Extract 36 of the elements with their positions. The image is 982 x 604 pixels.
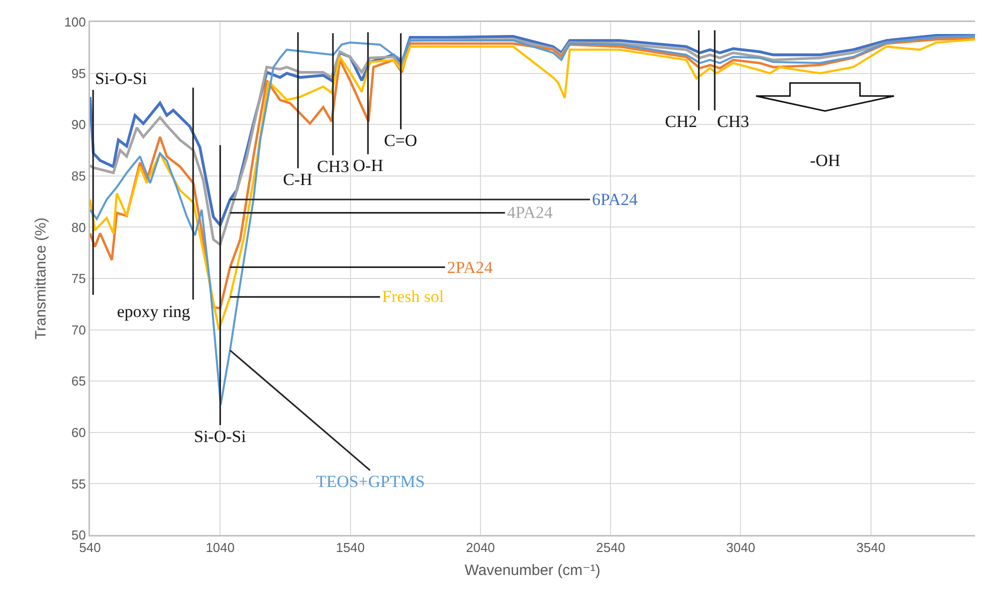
y-tick-label: 85	[71, 168, 86, 184]
y-tick-label: 60	[71, 424, 86, 440]
y-tick-label: 75	[71, 271, 86, 286]
y-axis-title: Transmittance (%)	[32, 218, 50, 340]
x-tick-label: 1040	[206, 540, 235, 556]
text: 4PA24	[507, 203, 554, 222]
text: 2PA24	[447, 258, 494, 277]
annotation: epoxy ring	[117, 302, 191, 321]
line-series	[90, 35, 975, 406]
x-tick-label: 2040	[466, 540, 495, 556]
x-tick-label: 3540	[856, 540, 886, 556]
y-tick-label: 95	[71, 66, 86, 81]
y-tick-label: 55	[71, 476, 86, 492]
annotation: Si-O-Si	[194, 427, 246, 446]
annotation: CH3	[717, 112, 750, 131]
annotation: C-H	[283, 170, 312, 189]
y-tick-label: 50	[71, 528, 86, 543]
y-tick-label: 100	[64, 14, 86, 30]
x-tick-label: 1540	[336, 540, 365, 556]
x-tick-label: 540	[79, 540, 101, 556]
y-tick-label: 70	[71, 322, 86, 338]
x-tick-label: 3040	[726, 540, 756, 556]
annotation: C=O	[384, 131, 418, 150]
y-tick-label: 65	[71, 374, 86, 389]
text: Fresh sol	[382, 287, 444, 306]
annotation: O-H	[353, 156, 384, 175]
annotation: -OH	[810, 151, 840, 170]
text: TEOS+GPTMS	[316, 472, 425, 491]
text: 6PA24	[592, 190, 638, 209]
x-axis-title: Wavenumber (cm⁻¹)	[464, 562, 600, 579]
annotation: CH2	[665, 112, 698, 131]
x-tick-label: 2540	[596, 540, 626, 556]
annotation: Si-O-Si	[95, 69, 148, 88]
annotation: CH3	[317, 157, 350, 176]
y-tick-label: 90	[71, 117, 86, 132]
y-tick-label: 80	[71, 220, 86, 235]
